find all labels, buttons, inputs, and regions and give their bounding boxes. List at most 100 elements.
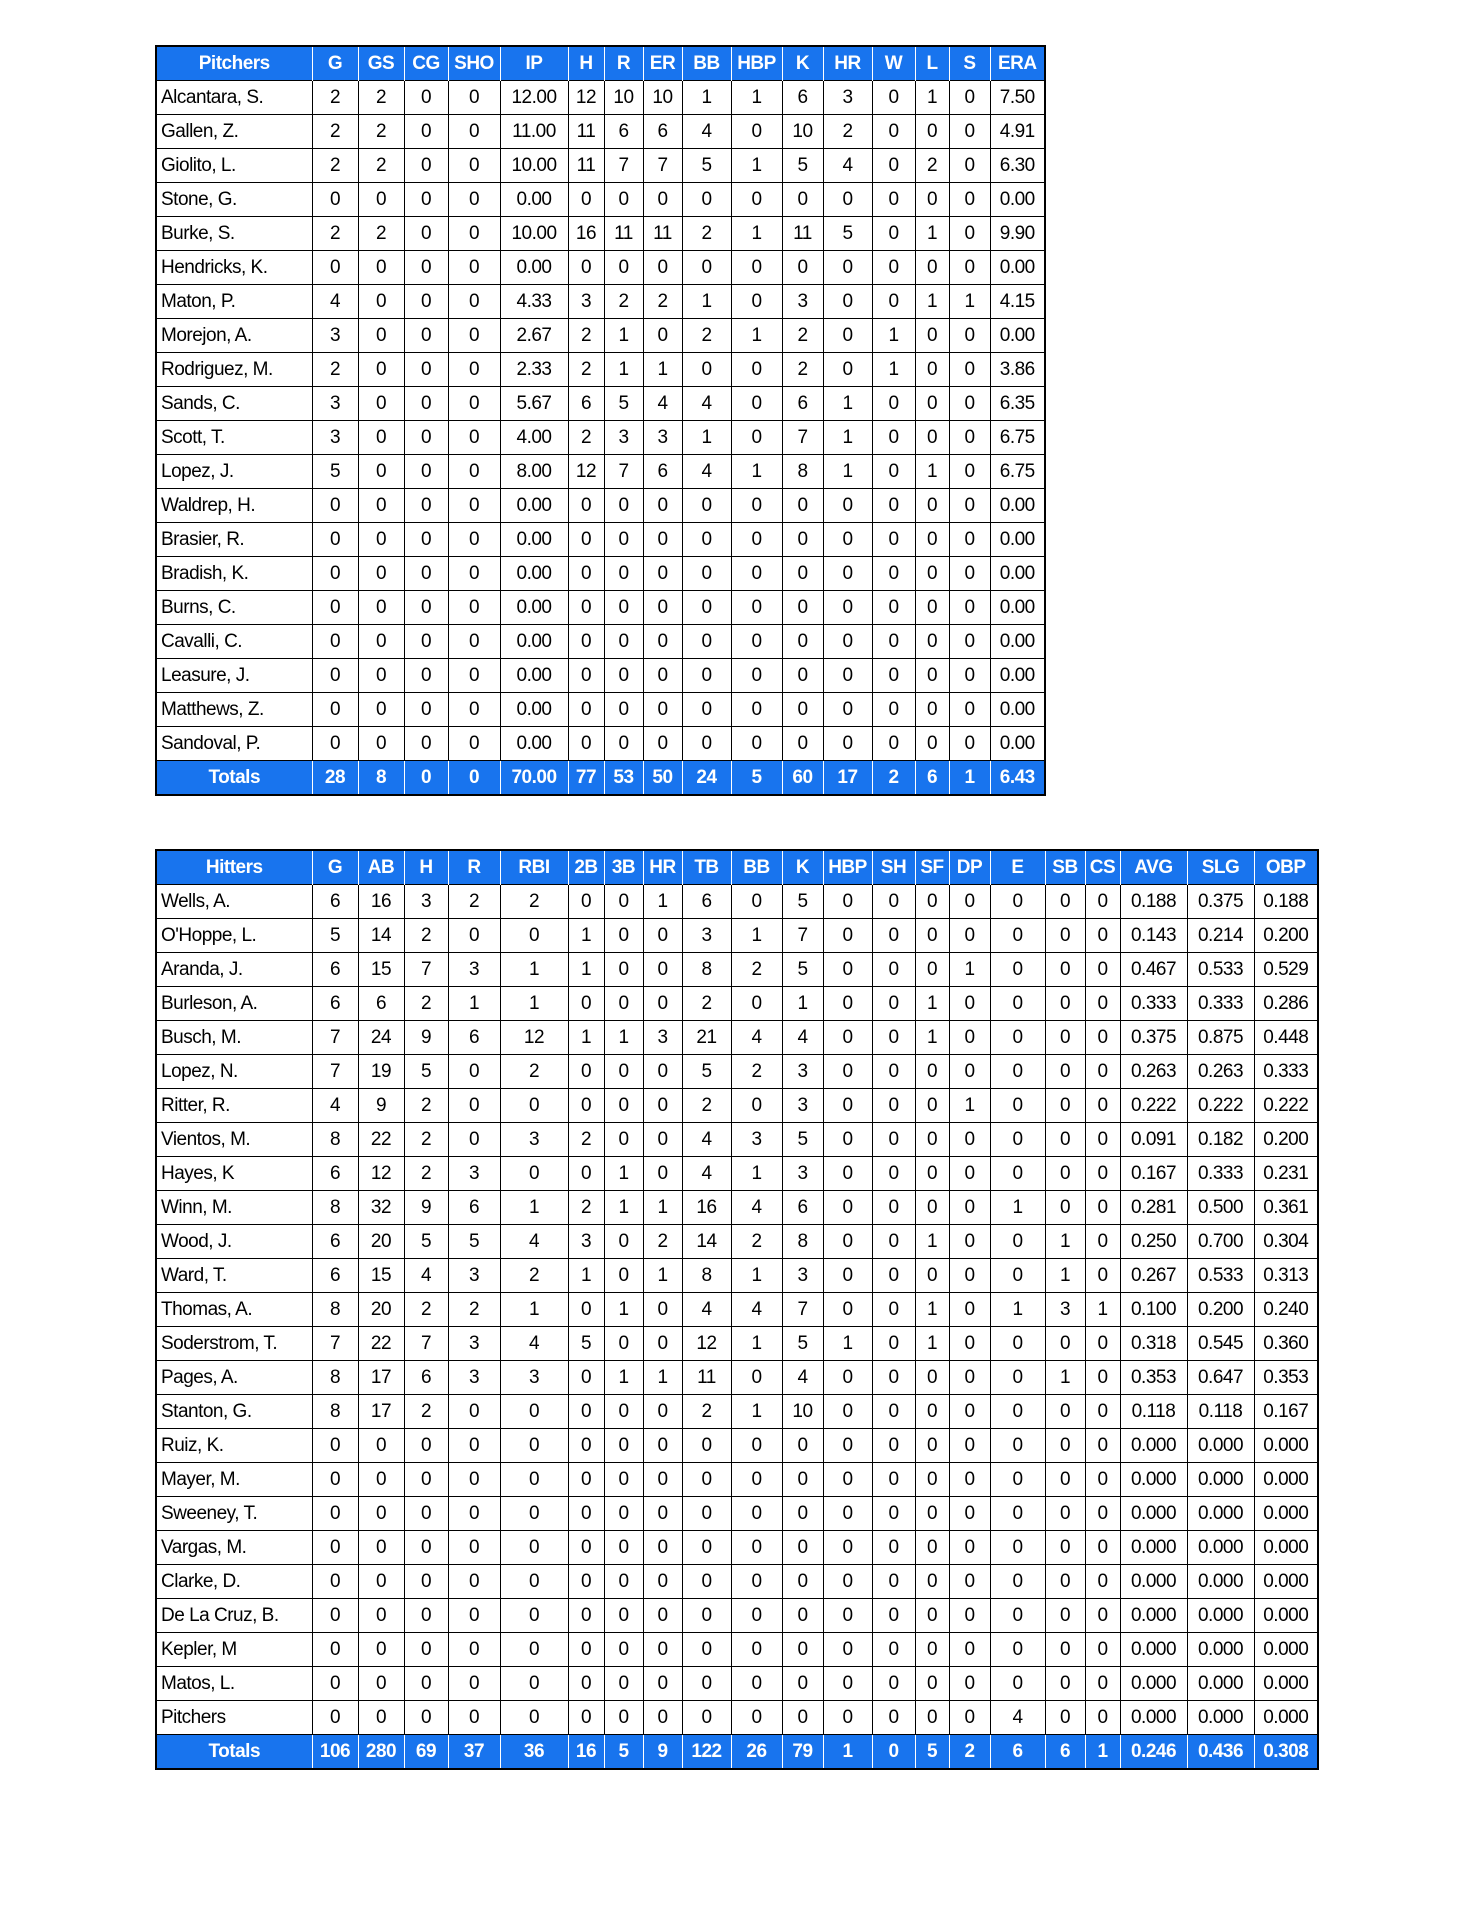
stat-cell: 0 — [948, 1428, 991, 1463]
stat-cell: 0 — [642, 488, 683, 523]
stat-cell: 4 — [681, 1122, 732, 1157]
stat-cell: 0 — [730, 1496, 783, 1531]
table-row: Alcantara, S. 2 2 0 0 12.00 12 10 10 1 1 6 3 0 1 0 7.50 — [155, 80, 1046, 115]
table-row: Matos, L. 0 0 0 0 0 0 0 0 0 0 0 0 0 0 0 0 0 0 0.000 0.000 0.0… — [155, 1666, 1319, 1701]
stat-cell: 0 — [914, 1088, 950, 1123]
stat-cell: 0 — [822, 1496, 873, 1531]
column-header: DP — [948, 850, 991, 885]
stat-cell: 2 — [447, 1292, 501, 1327]
stat-cell: 0 — [730, 556, 783, 591]
stat-cell: 5 — [822, 216, 873, 251]
stat-cell: 0 — [447, 1394, 501, 1429]
stat-cell: 0 — [822, 318, 873, 353]
stat-cell: 5 — [781, 1122, 824, 1157]
stat-cell: 5 — [681, 148, 732, 183]
stat-cell: 0 — [403, 624, 449, 659]
column-header: H — [403, 850, 449, 885]
stat-cell: 8.00 — [499, 454, 569, 489]
stat-cell: 0 — [447, 590, 501, 625]
stat-cell: 0 — [403, 1428, 449, 1463]
stat-cell: 0 — [567, 1598, 605, 1633]
stat-cell: 0 — [642, 182, 683, 217]
stat-cell: 0 — [567, 1428, 605, 1463]
stat-cell: 0 — [357, 284, 405, 319]
stat-cell: 0 — [642, 952, 683, 987]
stat-cell: 11.00 — [499, 114, 569, 149]
stat-cell: 0 — [948, 318, 991, 353]
stat-cell: 0 — [822, 692, 873, 727]
stat-cell: 0 — [948, 590, 991, 625]
stat-cell: 0 — [871, 692, 916, 727]
stat-cell: 0 — [447, 284, 501, 319]
stat-cell: 0 — [311, 692, 359, 727]
stat-cell: 14 — [357, 918, 405, 953]
player-name: Burke, S. — [155, 216, 313, 251]
stat-cell: 0 — [642, 590, 683, 625]
stat-cell: 0.00 — [989, 522, 1046, 557]
stat-cell: 0 — [989, 1326, 1046, 1361]
stat-cell: 1 — [1044, 1258, 1086, 1293]
column-header: CG — [403, 46, 449, 81]
stat-cell: 10 — [642, 80, 683, 115]
stat-cell: 0.00 — [989, 488, 1046, 523]
stat-cell: 0 — [914, 952, 950, 987]
stat-cell: 6.30 — [989, 148, 1046, 183]
stat-cell: 0 — [603, 1326, 644, 1361]
stat-cell: 0 — [871, 250, 916, 285]
stat-cell: 0 — [871, 1190, 916, 1225]
stat-cell: 0.318 — [1119, 1326, 1188, 1361]
stat-cell: 0 — [403, 1462, 449, 1497]
stat-cell: 0 — [914, 250, 950, 285]
table-row: Busch, M. 7 24 9 6 12 1 1 3 21 4 4 0 0 1 0 0 0 0 0.375 0.875… — [155, 1020, 1319, 1055]
stat-cell: 0 — [1044, 1156, 1086, 1191]
stat-cell: 0 — [447, 1564, 501, 1599]
stat-cell: 12 — [567, 80, 605, 115]
stat-cell: 0 — [914, 726, 950, 761]
stat-cell: 0 — [642, 1598, 683, 1633]
total-cell: 0.436 — [1186, 1734, 1255, 1769]
stat-cell: 0.00 — [989, 182, 1046, 217]
stat-cell: 0.333 — [1186, 1156, 1255, 1191]
stat-cell: 0 — [871, 952, 916, 987]
stat-cell: 0.647 — [1186, 1360, 1255, 1395]
stat-cell: 12 — [357, 1156, 405, 1191]
stat-cell: 0 — [681, 726, 732, 761]
table-row: Pages, A. 8 17 6 3 3 0 1 1 11 0 4 0 0 0 0 0 1 0 0.353 0.647 0… — [155, 1360, 1319, 1395]
stat-cell: 0 — [914, 1054, 950, 1089]
stat-cell: 1 — [781, 986, 824, 1021]
stat-cell: 0 — [1044, 1190, 1086, 1225]
stat-cell: 0.188 — [1253, 884, 1319, 919]
total-cell: 16 — [567, 1734, 605, 1769]
stat-cell: 0 — [567, 1564, 605, 1599]
stat-cell: 0.304 — [1253, 1224, 1319, 1259]
stat-cell: 0 — [642, 318, 683, 353]
table-row: Bradish, K. 0 0 0 0 0.00 0 0 0 0 0 0 0 0 0 0 0.00 — [155, 556, 1046, 591]
player-name: Vargas, M. — [155, 1530, 313, 1565]
stat-cell: 0 — [403, 726, 449, 761]
stat-cell: 0 — [989, 1088, 1046, 1123]
stat-cell: 6 — [781, 80, 824, 115]
stat-cell: 0.875 — [1186, 1020, 1255, 1055]
stat-cell: 0 — [871, 420, 916, 455]
stat-cell: 3 — [822, 80, 873, 115]
stat-cell: 0 — [948, 726, 991, 761]
column-header: 3B — [603, 850, 644, 885]
stat-cell: 4 — [681, 454, 732, 489]
stat-cell: 1 — [730, 454, 783, 489]
stat-cell: 0 — [567, 1394, 605, 1429]
stat-cell: 0 — [1044, 1088, 1086, 1123]
stat-cell: 0 — [1084, 1700, 1121, 1735]
stat-cell: 0 — [948, 884, 991, 919]
stat-cell: 4 — [311, 1088, 359, 1123]
stat-cell: 0.000 — [1253, 1632, 1319, 1667]
stat-cell: 3 — [681, 918, 732, 953]
stat-cell: 0 — [603, 250, 644, 285]
stat-cell: 0 — [822, 1632, 873, 1667]
total-cell: 5 — [730, 760, 783, 795]
stat-cell: 0 — [603, 1224, 644, 1259]
stat-cell: 1 — [730, 80, 783, 115]
stat-cell: 0 — [499, 1700, 569, 1735]
stat-cell: 2 — [403, 986, 449, 1021]
total-cell: 122 — [681, 1734, 732, 1769]
stat-cell: 0 — [642, 1054, 683, 1089]
